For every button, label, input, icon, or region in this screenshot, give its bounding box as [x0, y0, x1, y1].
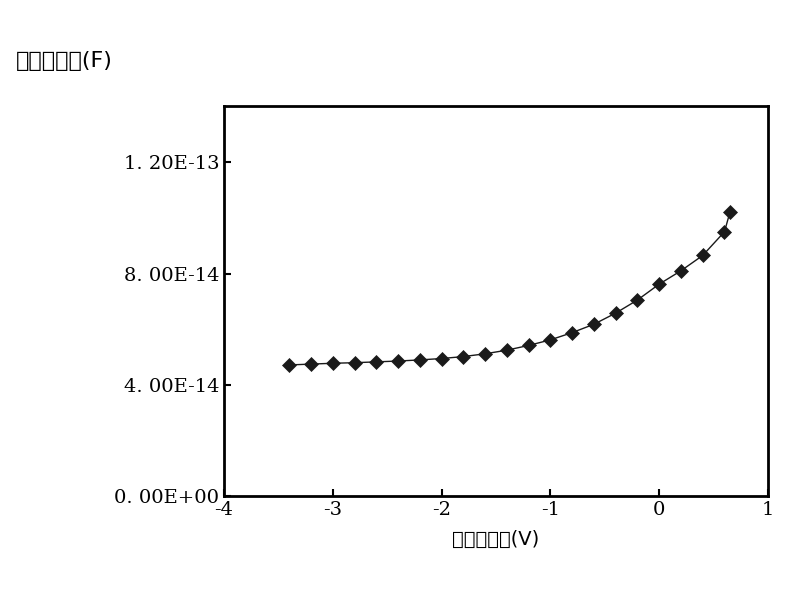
Text: 集电结电容(F): 集电结电容(F)	[16, 51, 113, 71]
X-axis label: 集电结偏压(V): 集电结偏压(V)	[452, 530, 540, 550]
